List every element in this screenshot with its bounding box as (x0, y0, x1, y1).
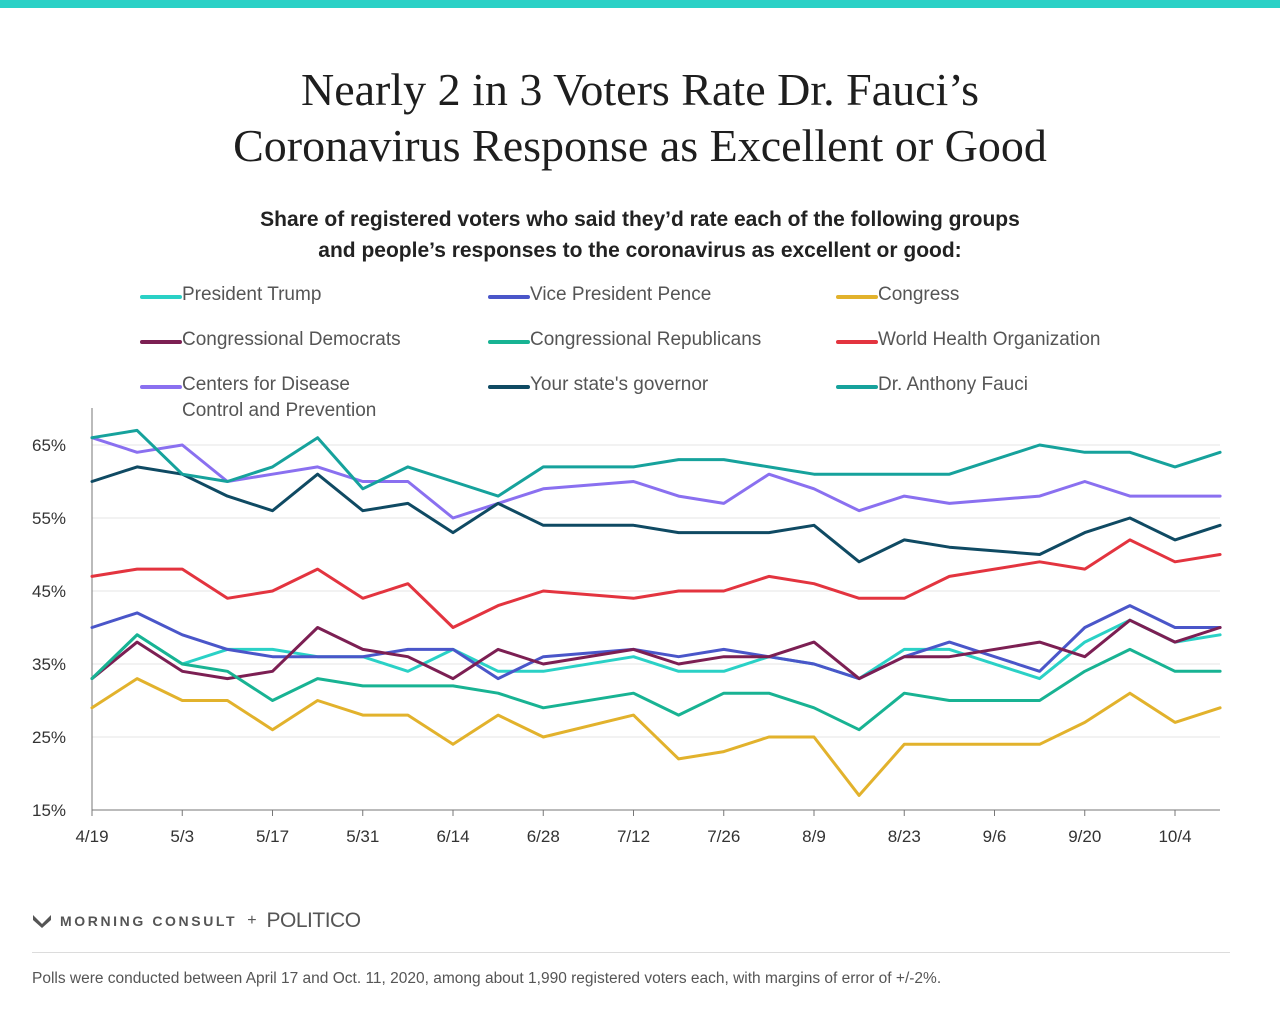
chart-title: Nearly 2 in 3 Voters Rate Dr. Fauci’s Co… (0, 62, 1280, 174)
x-tick-label: 9/6 (983, 827, 1007, 846)
x-tick-label: 7/12 (617, 827, 650, 846)
legend-item-congressional-democrats: Congressional Democrats (140, 327, 401, 353)
brand-logos: MORNING CONSULT + POLITICO (32, 906, 361, 936)
legend-label: Centers for Disease Control and Preventio… (182, 372, 376, 424)
footnote: Polls were conducted between April 17 an… (32, 970, 942, 987)
brand-plus: + (247, 912, 257, 929)
series-line-vice-president-pence (90, 604, 1222, 681)
chart-subtitle-line-1: Share of registered voters who said they… (260, 208, 1020, 231)
x-tick-label: 5/17 (256, 827, 289, 846)
top-accent-bar (0, 0, 1280, 8)
series-line-your-state-s-governor (90, 465, 1222, 564)
politico-wordmark: POLITICO (266, 909, 362, 932)
legend-item-president-trump: President Trump (140, 282, 321, 308)
y-tick-label: 25% (32, 728, 66, 747)
series-line-congress (90, 677, 1222, 797)
legend-label: Congressional Republicans (530, 329, 762, 350)
chart-subtitle: Share of registered voters who said they… (0, 204, 1280, 266)
footer-divider (32, 952, 1230, 953)
legend-swatch (488, 385, 530, 389)
x-tick-label: 10/4 (1158, 827, 1191, 846)
chart-title-line-2: Coronavirus Response as Excellent or Goo… (233, 120, 1047, 171)
legend-label: Congress (878, 284, 960, 305)
series-line-dr-anthony-fauci (90, 428, 1222, 498)
legend-label: Vice President Pence (530, 284, 712, 305)
x-tick-label: 8/23 (888, 827, 921, 846)
y-tick-label: 65% (32, 436, 66, 455)
legend-label: President Trump (182, 284, 322, 305)
legend-swatch (488, 295, 530, 299)
series-line-congressional-republicans (90, 633, 1222, 732)
y-tick-label: 55% (32, 509, 66, 528)
legend-swatch (140, 295, 182, 299)
legend-label: World Health Organization (878, 329, 1101, 350)
legend-label-line: Control and Prevention (182, 400, 377, 421)
legend-swatch (140, 340, 182, 344)
x-tick-label: 8/9 (802, 827, 826, 846)
legend-swatch (140, 385, 182, 389)
y-tick-label: 15% (32, 801, 66, 820)
line-chart: 15% 25% 35% 45% 55% 65% 4/19 5/3 5/17 5/31 6/14 6/2… (32, 408, 1222, 846)
x-tick-label: 5/3 (170, 827, 194, 846)
legend-item-world-health-organization: World Health Organization (836, 327, 1100, 353)
morning-consult-wordmark: MORNING CONSULT (60, 913, 238, 929)
series-line-centers-for-disease-control-and-prevention (90, 436, 1222, 520)
x-tick-label: 9/20 (1068, 827, 1101, 846)
x-tick-label: 7/26 (707, 827, 740, 846)
legend-item-vice-president-pence: Vice President Pence (488, 282, 711, 308)
series-line-president-trump (90, 618, 1222, 681)
y-tick-label: 45% (32, 582, 66, 601)
chart-title-line-1: Nearly 2 in 3 Voters Rate Dr. Fauci’s (301, 64, 979, 115)
morning-consult-m-icon (33, 915, 51, 928)
x-tick-label: 4/19 (75, 827, 108, 846)
series-line-congressional-democrats (90, 618, 1222, 681)
x-tick-label: 6/28 (527, 827, 560, 846)
legend-label: Congressional Democrats (182, 329, 401, 350)
x-tick-label: 6/14 (436, 827, 469, 846)
legend-swatch (488, 340, 530, 344)
legend-item-centers-for-disease-control-and-prevention: Centers for Disease Control and Preventio… (140, 372, 376, 424)
legend-item-congress: Congress (836, 282, 959, 308)
legend-label: Dr. Anthony Fauci (878, 374, 1028, 395)
chart-legend: President Trump Vice President Pence Congr… (0, 280, 1280, 430)
legend-swatch (836, 385, 878, 389)
legend-item-your-state-s-governor: Your state's governor (488, 372, 708, 398)
y-tick-label: 35% (32, 655, 66, 674)
legend-swatch (836, 295, 878, 299)
legend-item-congressional-republicans: Congressional Republicans (488, 327, 761, 353)
legend-swatch (836, 340, 878, 344)
legend-label-line: Centers for Disease (182, 374, 350, 395)
chart-subtitle-line-2: and people’s responses to the coronaviru… (318, 239, 962, 262)
x-tick-label: 5/31 (346, 827, 379, 846)
legend-label: Your state's governor (530, 374, 709, 395)
legend-item-dr-anthony-fauci: Dr. Anthony Fauci (836, 372, 1028, 398)
series-line-world-health-organization (90, 538, 1222, 629)
